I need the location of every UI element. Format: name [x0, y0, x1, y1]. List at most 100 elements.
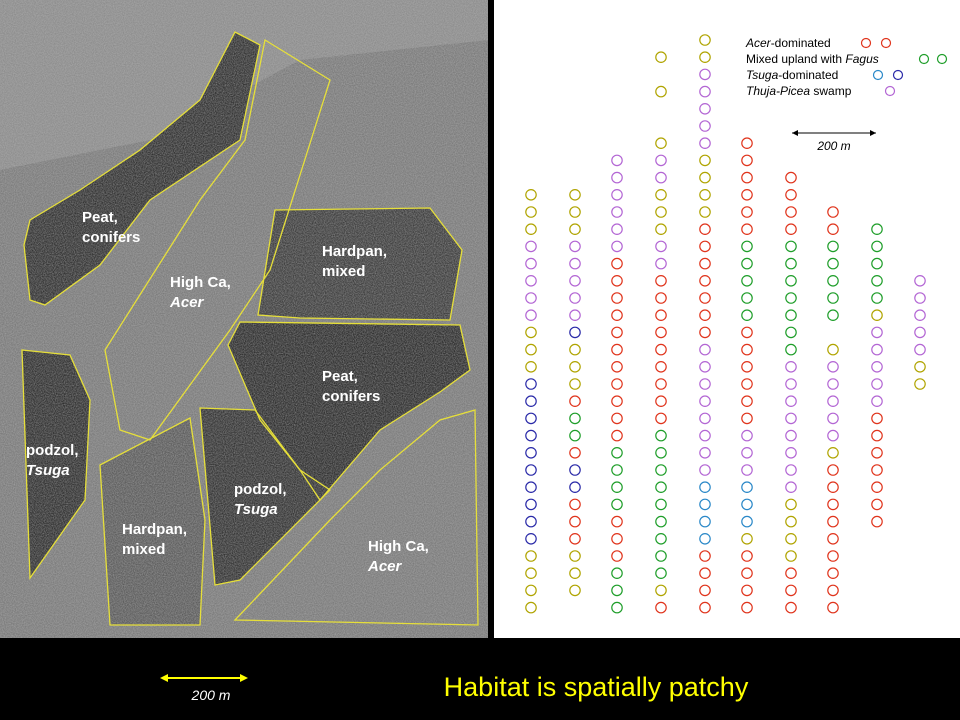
habitat-cell — [569, 532, 581, 545]
habitat-cell — [827, 412, 839, 425]
habitat-cell — [827, 223, 839, 235]
habitat-cell — [569, 515, 581, 528]
habitat-cell — [569, 360, 581, 373]
legend-symbol — [884, 85, 896, 97]
photo-label-line: High Ca, — [170, 274, 231, 291]
habitat-cell — [525, 326, 537, 339]
habitat-cell — [655, 137, 667, 149]
photo-label-line: podzol, — [234, 481, 287, 498]
photo-label: Hardpan, mixed — [122, 521, 187, 558]
habitat-cell — [655, 446, 667, 459]
photo-label: podzol, Tsuga — [234, 481, 287, 518]
habitat-cell — [741, 446, 753, 459]
photo-label-line: Peat, — [322, 368, 358, 385]
habitat-cell — [741, 137, 753, 149]
habitat-cell — [827, 550, 839, 562]
habitat-cell — [741, 601, 753, 614]
habitat-cell — [699, 464, 711, 476]
legend-text: Thuja-Picea — [746, 84, 810, 98]
habitat-cell — [525, 257, 537, 270]
legend-text: Acer — [745, 36, 772, 50]
habitat-cell — [611, 326, 623, 339]
habitat-cell — [525, 481, 537, 493]
habitat-cell — [611, 206, 623, 218]
habitat-cell — [525, 189, 537, 201]
habitat-cell — [827, 515, 839, 528]
photo-label-line: mixed — [122, 541, 165, 558]
habitat-cell — [611, 257, 623, 270]
habitat-cell — [871, 292, 883, 304]
photo-label-line: Acer — [169, 294, 205, 311]
habitat-cell — [611, 550, 623, 562]
habitat-cell — [785, 601, 797, 614]
habitat-cell — [611, 292, 623, 304]
habitat-cell — [785, 515, 797, 528]
habitat-cell — [655, 515, 667, 528]
habitat-cell — [611, 240, 623, 253]
habitat-cell — [525, 412, 537, 425]
habitat-cell — [569, 206, 581, 218]
habitat-cell — [611, 189, 623, 201]
habitat-cell — [611, 515, 623, 528]
habitat-cell — [785, 550, 797, 562]
habitat-cell — [785, 446, 797, 459]
habitat-cell — [741, 257, 753, 270]
habitat-cell — [655, 85, 667, 98]
legend-text: Tsuga — [746, 68, 779, 82]
habitat-cell — [699, 567, 711, 579]
habitat-cell — [699, 412, 711, 425]
habitat-cell — [611, 601, 623, 614]
habitat-cell — [827, 343, 839, 356]
habitat-cell — [611, 274, 623, 287]
habitat-cell — [914, 309, 926, 321]
habitat-cell — [525, 567, 537, 579]
habitat-cell — [741, 292, 753, 304]
habitat-cell — [785, 464, 797, 476]
habitat-cell — [525, 360, 537, 373]
habitat-cell — [741, 567, 753, 579]
habitat-cell — [699, 498, 711, 511]
habitat-cell — [741, 584, 753, 597]
habitat-cell — [699, 550, 711, 562]
habitat-cell — [569, 326, 581, 339]
habitat-cell — [827, 567, 839, 579]
photo-label: High Ca, Acer — [169, 274, 231, 311]
habitat-cell — [871, 343, 883, 356]
habitat-cell — [699, 584, 711, 597]
habitat-cell — [827, 429, 839, 442]
habitat-cell — [871, 240, 883, 253]
habitat-cell — [699, 154, 711, 167]
photo-label-line: High Ca, — [368, 538, 429, 555]
habitat-cell — [525, 395, 537, 407]
habitat-cell — [827, 360, 839, 373]
photo-label-line: mixed — [322, 263, 365, 280]
habitat-cell — [699, 240, 711, 253]
aerial-photo — [0, 0, 488, 638]
habitat-cell — [871, 429, 883, 442]
photo-label: High Ca, Acer — [367, 538, 429, 575]
habitat-cell — [525, 206, 537, 218]
habitat-cell — [785, 412, 797, 425]
habitat-cell — [655, 343, 667, 356]
habitat-cell — [741, 343, 753, 356]
habitat-cell — [569, 292, 581, 304]
habitat-cell — [699, 274, 711, 287]
habitat-cell — [741, 464, 753, 476]
habitat-cell — [655, 601, 667, 614]
habitat-cell — [785, 584, 797, 597]
habitat-cell — [785, 395, 797, 407]
habitat-cell — [569, 567, 581, 579]
habitat-cell — [827, 446, 839, 459]
habitat-cell — [611, 309, 623, 321]
habitat-cell — [699, 343, 711, 356]
habitat-cell — [914, 274, 926, 287]
habitat-cell — [785, 240, 797, 253]
habitat-cell — [655, 326, 667, 339]
habitat-cell — [699, 137, 711, 149]
habitat-cell — [741, 223, 753, 235]
habitat-cell — [525, 498, 537, 511]
habitat-cell — [655, 464, 667, 476]
legend-text: -dominated — [778, 68, 838, 82]
habitat-cell — [611, 360, 623, 373]
habitat-cell — [525, 464, 537, 476]
